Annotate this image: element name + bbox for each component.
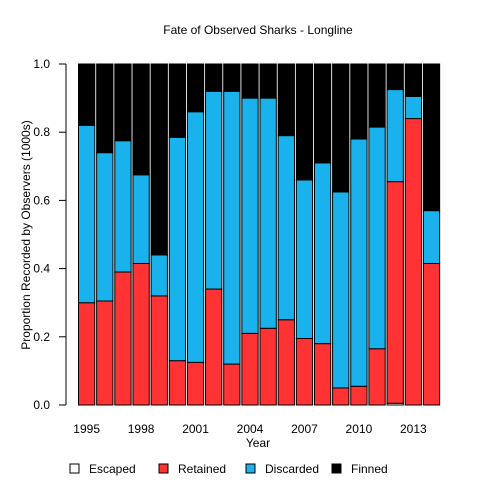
legend-label-discarded: Discarded (265, 462, 319, 476)
legend-swatch-finned (331, 463, 342, 474)
bar-finned-2014 (422, 63, 441, 212)
bar-discarded-2010 (350, 138, 368, 387)
bar-discarded-2006 (277, 135, 295, 321)
bar-discarded-1998 (132, 174, 150, 264)
y-tick-label: 0.0 (33, 398, 50, 412)
bar-discarded-1995 (78, 124, 96, 304)
bar-finned-2011 (368, 63, 386, 128)
bar-discarded-2011 (368, 126, 386, 350)
bar-finned-2001 (186, 63, 205, 113)
y-tick-label: 1.0 (33, 57, 50, 71)
bar-discarded-1996 (96, 152, 114, 302)
bar-finned-2013 (404, 63, 423, 97)
bar-retained-2008 (313, 343, 332, 406)
bar-discarded-2000 (168, 136, 187, 362)
bar-retained-2002 (205, 288, 223, 406)
x-axis-label: Year (246, 436, 270, 450)
y-axis-label: Proportion Recorded by Observers (1000s) (19, 120, 33, 349)
bar-discarded-2013 (404, 95, 423, 120)
bar-retained-2013 (404, 118, 423, 406)
bar-finned-2012 (386, 63, 404, 91)
bar-finned-1999 (150, 63, 168, 256)
bar-retained-2005 (259, 327, 277, 406)
bar-retained-2003 (223, 363, 241, 406)
bar-retained-1995 (78, 302, 96, 406)
bar-retained-2011 (368, 348, 386, 406)
bar-discarded-2012 (386, 89, 404, 183)
y-tick-label: 0.2 (33, 330, 50, 344)
bar-retained-2001 (186, 361, 205, 406)
bar-discarded-2003 (223, 90, 241, 365)
bar-retained-2004 (241, 332, 259, 406)
x-tick-label: 2013 (400, 422, 427, 436)
legend: Escaped Retained Discarded Finned (69, 462, 388, 476)
bar-finned-1998 (132, 63, 150, 176)
x-tick-label: 2010 (346, 422, 373, 436)
legend-swatch-escaped (69, 463, 80, 474)
x-tick-label: 2004 (237, 422, 264, 436)
x-tick-label: 1998 (128, 422, 155, 436)
bar-finned-2010 (350, 63, 368, 140)
bar-discarded-2002 (205, 90, 223, 290)
y-axis: 0.0 0.2 0.4 0.6 0.8 1.0 (33, 57, 67, 412)
bar-finned-2007 (295, 63, 314, 181)
bar-retained-2012 (386, 181, 404, 404)
bars-group (78, 63, 441, 406)
bar-retained-1998 (132, 262, 150, 406)
bar-discarded-2007 (295, 179, 314, 339)
bar-discarded-1999 (150, 254, 168, 297)
bar-retained-1996 (96, 300, 114, 406)
bar-retained-2006 (277, 319, 295, 406)
bar-finned-2009 (332, 63, 350, 193)
bar-discarded-1997 (114, 140, 132, 273)
bar-finned-2003 (223, 63, 241, 92)
bar-discarded-2004 (241, 97, 259, 334)
bar-discarded-2009 (332, 191, 350, 389)
x-tick-label: 1995 (73, 422, 100, 436)
bar-finned-1995 (78, 63, 96, 126)
bar-finned-2005 (259, 63, 277, 99)
y-tick-label: 0.4 (33, 262, 50, 276)
bar-retained-2000 (168, 360, 187, 406)
bar-finned-2006 (277, 63, 295, 137)
x-axis: 1995 1998 2001 2004 2007 2010 2013 (73, 422, 427, 436)
legend-swatch-discarded (245, 463, 256, 474)
chart-title: Fate of Observed Sharks - Longline (163, 23, 353, 37)
x-tick-label: 2001 (182, 422, 209, 436)
legend-label-finned: Finned (351, 462, 388, 476)
y-tick-label: 0.8 (33, 125, 50, 139)
bar-discarded-2014 (422, 210, 441, 264)
bar-retained-2010 (350, 385, 368, 406)
bar-discarded-2005 (259, 97, 277, 329)
bar-retained-1997 (114, 271, 132, 406)
bar-retained-2007 (295, 338, 314, 406)
bar-finned-2008 (313, 63, 332, 164)
y-tick-label: 0.6 (33, 193, 50, 207)
bar-finned-1997 (114, 63, 132, 142)
legend-swatch-retained (158, 463, 169, 474)
bar-finned-2004 (241, 63, 259, 99)
legend-label-retained: Retained (178, 462, 226, 476)
bar-retained-2014 (422, 262, 441, 406)
x-tick-label: 2007 (291, 422, 318, 436)
bar-retained-2009 (332, 387, 350, 406)
bar-retained-1999 (150, 295, 168, 406)
bar-finned-1996 (96, 63, 114, 154)
bar-discarded-2008 (313, 162, 332, 345)
bar-finned-2000 (168, 63, 187, 138)
bar-finned-2002 (205, 63, 223, 92)
legend-label-escaped: Escaped (89, 462, 136, 476)
bar-discarded-2001 (186, 111, 205, 363)
